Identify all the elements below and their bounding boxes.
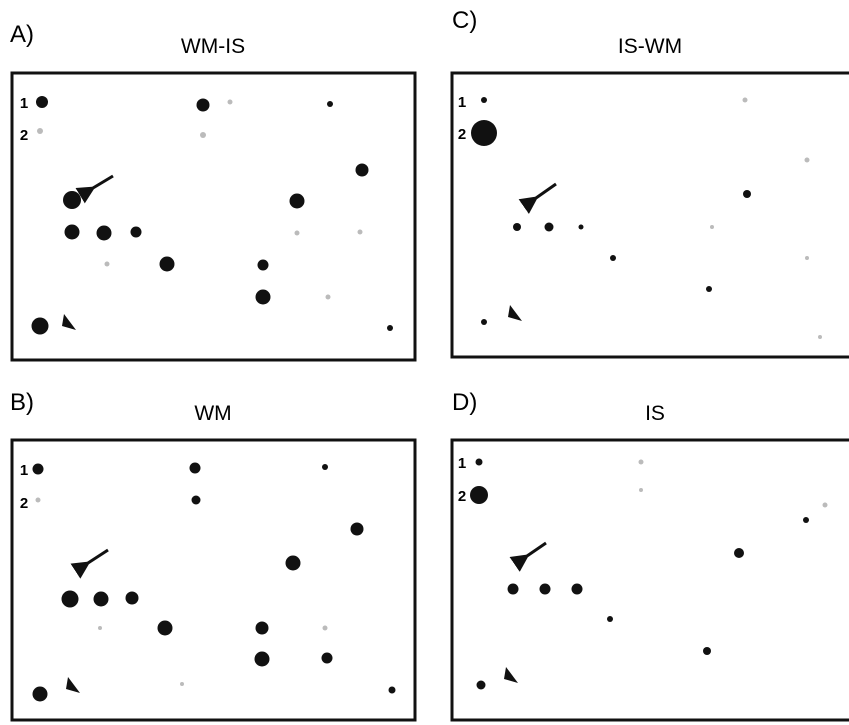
spot bbox=[254, 651, 270, 667]
spot bbox=[803, 517, 809, 523]
spot bbox=[189, 462, 201, 474]
spot bbox=[610, 255, 616, 261]
panel-title: IS bbox=[645, 402, 665, 425]
spot bbox=[285, 555, 301, 571]
spot bbox=[476, 680, 486, 690]
row-label: 1 bbox=[458, 94, 466, 111]
faint-spot bbox=[35, 497, 41, 503]
row-label: 2 bbox=[20, 127, 28, 144]
faint-spot bbox=[804, 157, 810, 163]
spot bbox=[289, 193, 305, 209]
spot bbox=[257, 259, 269, 271]
faint-spot bbox=[325, 294, 331, 300]
spot bbox=[196, 98, 210, 112]
spot bbox=[157, 620, 173, 636]
spot bbox=[93, 591, 109, 607]
spot bbox=[578, 224, 584, 230]
panel-title: IS-WM bbox=[618, 35, 682, 58]
row-label: 1 bbox=[20, 95, 28, 112]
spot bbox=[706, 286, 712, 292]
row-label: 2 bbox=[458, 126, 466, 143]
spot bbox=[571, 583, 583, 595]
spot bbox=[539, 583, 551, 595]
spot bbox=[388, 686, 396, 694]
spot bbox=[61, 590, 79, 608]
arrowhead bbox=[508, 305, 522, 321]
spot bbox=[255, 289, 271, 305]
spot bbox=[96, 225, 112, 241]
panel-letter: D) bbox=[452, 389, 477, 416]
row-label: 2 bbox=[458, 488, 466, 505]
arrow bbox=[70, 548, 109, 579]
spot bbox=[481, 319, 487, 325]
panel-letter: C) bbox=[452, 7, 477, 34]
blot-frame bbox=[10, 71, 417, 362]
faint-spot bbox=[37, 128, 43, 134]
spot bbox=[350, 522, 364, 536]
faint-spot bbox=[818, 335, 822, 339]
faint-spot bbox=[805, 256, 809, 260]
spot bbox=[31, 317, 49, 335]
faint-spot bbox=[710, 225, 714, 229]
spot bbox=[481, 97, 487, 103]
arrowhead bbox=[62, 314, 76, 330]
spot bbox=[130, 226, 142, 238]
faint-spot bbox=[639, 488, 643, 492]
faint-spot bbox=[638, 459, 644, 465]
panel-title: WM bbox=[194, 402, 231, 425]
panel-title: WM-IS bbox=[181, 35, 245, 58]
faint-spot bbox=[322, 625, 328, 631]
spot bbox=[607, 616, 613, 622]
faint-spot bbox=[357, 229, 363, 235]
spot bbox=[191, 495, 201, 505]
faint-spot bbox=[104, 261, 110, 267]
panel-letter: B) bbox=[10, 389, 34, 416]
arrowhead bbox=[504, 667, 518, 683]
spot bbox=[322, 464, 328, 470]
spot bbox=[470, 486, 488, 504]
spot bbox=[32, 686, 48, 702]
spot bbox=[63, 191, 81, 209]
row-label: 2 bbox=[20, 495, 28, 512]
blot-frame bbox=[450, 438, 849, 722]
faint-spot bbox=[227, 99, 233, 105]
spot bbox=[327, 101, 333, 107]
panel-letter: A) bbox=[10, 21, 34, 48]
faint-spot bbox=[294, 230, 300, 236]
spot bbox=[321, 652, 333, 664]
faint-spot bbox=[822, 502, 828, 508]
spot bbox=[475, 458, 483, 466]
spot bbox=[255, 621, 269, 635]
spot bbox=[507, 583, 519, 595]
spot bbox=[471, 120, 497, 146]
spot bbox=[36, 96, 48, 108]
spot bbox=[734, 548, 744, 558]
faint-spot bbox=[98, 626, 102, 630]
spot bbox=[743, 190, 751, 198]
blot-frame bbox=[10, 438, 417, 722]
spot bbox=[387, 325, 393, 331]
arrow bbox=[518, 182, 557, 214]
row-label: 1 bbox=[20, 462, 28, 479]
spot bbox=[544, 222, 554, 232]
arrow bbox=[509, 541, 547, 572]
spot bbox=[355, 163, 369, 177]
spot bbox=[513, 223, 521, 231]
spot bbox=[703, 647, 711, 655]
faint-spot bbox=[742, 97, 748, 103]
spot bbox=[159, 256, 175, 272]
row-label: 1 bbox=[458, 455, 466, 472]
spot bbox=[32, 463, 44, 475]
blot-frame bbox=[450, 71, 849, 359]
spot bbox=[64, 224, 80, 240]
faint-spot bbox=[180, 682, 184, 686]
spot bbox=[125, 591, 139, 605]
arrowhead bbox=[66, 677, 80, 693]
faint-spot bbox=[200, 132, 206, 138]
arrow bbox=[75, 174, 114, 204]
